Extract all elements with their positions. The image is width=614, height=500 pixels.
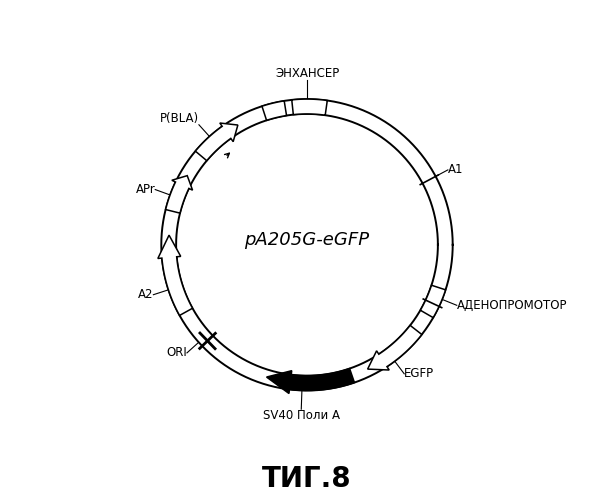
Polygon shape <box>262 101 287 120</box>
Polygon shape <box>158 235 193 316</box>
Polygon shape <box>421 285 446 318</box>
Text: SV40 Поли А: SV40 Поли А <box>263 409 340 422</box>
Polygon shape <box>195 123 238 160</box>
Text: EGFP: EGFP <box>404 368 434 380</box>
Text: ORI: ORI <box>166 346 187 360</box>
Text: A2: A2 <box>138 288 154 301</box>
Text: P(BLA): P(BLA) <box>160 112 199 125</box>
Polygon shape <box>166 176 193 213</box>
Text: АДЕНОПРОМОТОР: АДЕНОПРОМОТОР <box>457 299 567 312</box>
Polygon shape <box>266 368 354 394</box>
Polygon shape <box>368 326 422 370</box>
Polygon shape <box>292 99 327 115</box>
Text: APr: APr <box>136 183 155 196</box>
Text: A1: A1 <box>448 164 464 176</box>
Text: pA205G-eGFP: pA205G-eGFP <box>244 231 370 249</box>
Text: ЭНХАНСЕР: ЭНХАНСЕР <box>275 68 339 80</box>
Text: ΤИГ.8: ΤИГ.8 <box>262 466 352 493</box>
